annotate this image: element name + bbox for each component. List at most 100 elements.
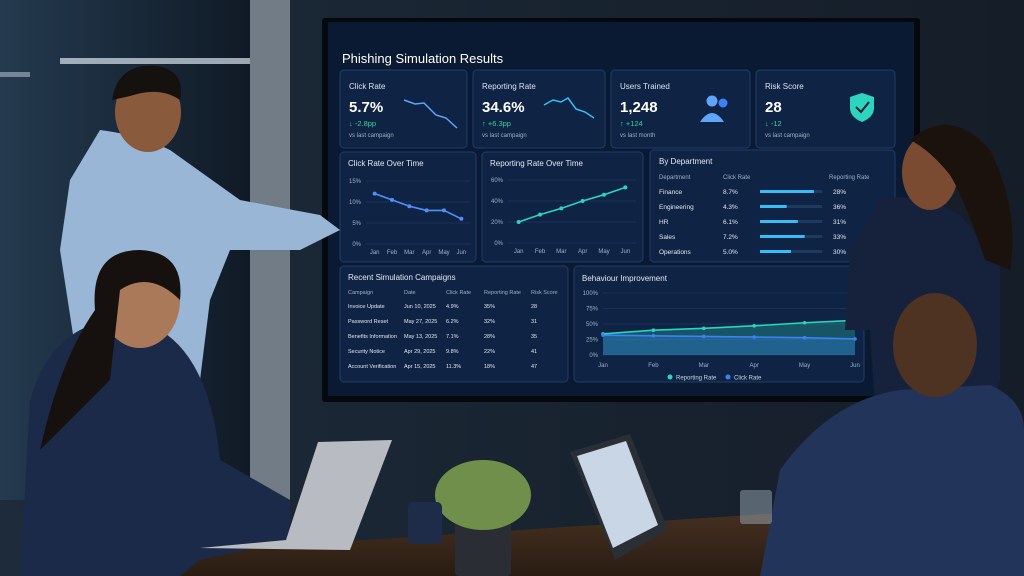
x-tick-label: Apr (578, 249, 587, 255)
x-tick-label: Apr (750, 363, 759, 369)
kpi-note: vs last campaign (349, 133, 394, 139)
x-tick-label: Feb (387, 250, 398, 256)
table-header: Date (404, 290, 416, 296)
line (602, 334, 856, 340)
x-tick-label: May (799, 363, 810, 369)
kpi-delta: ↓ -2.8pp (349, 119, 376, 128)
plant (435, 460, 531, 530)
users-icon (700, 113, 724, 122)
table-cell: 7.1% (446, 334, 459, 340)
table-cell: 6.1% (723, 219, 738, 226)
kpi-delta: ↑ +124 (620, 119, 643, 128)
kpi-value: 5.7% (349, 99, 383, 116)
point (802, 320, 807, 325)
point (702, 334, 706, 339)
table-header: Click Rate (446, 290, 471, 296)
panel (610, 69, 751, 149)
point (802, 335, 807, 340)
y-tick-label: 0% (589, 353, 598, 359)
ceiling-light (60, 58, 250, 64)
table-cell: 22% (484, 349, 495, 355)
laptop-left (200, 440, 392, 550)
x-tick-label: Jun (620, 249, 630, 255)
point (853, 337, 857, 341)
table-cell: 9.8% (446, 349, 459, 355)
table-cell: 28% (833, 189, 846, 196)
kpi-label: Reporting Rate (482, 82, 536, 91)
point (390, 197, 394, 202)
glass (740, 490, 772, 524)
y-tick-label: 60% (491, 178, 504, 184)
table-cell: 28% (484, 334, 495, 340)
panel-title: Behaviour Improvement (582, 274, 668, 283)
chart-title: Click Rate Over Time (348, 159, 424, 168)
kpi-label: Users Trained (620, 82, 670, 91)
man-hair (112, 65, 182, 100)
table-cell: 30% (833, 249, 846, 256)
point (442, 208, 446, 213)
point (580, 199, 585, 203)
x-tick-label: Mar (404, 250, 414, 256)
x-tick-label: Apr (422, 250, 431, 256)
table-cell: May 13, 2025 (404, 334, 437, 340)
table-cell: Finance (659, 189, 683, 196)
shield-check (855, 101, 870, 114)
x-tick-label: Mar (556, 249, 566, 255)
table-cell: 47 (531, 364, 537, 370)
point (651, 333, 656, 338)
bar (760, 220, 798, 223)
table-cell: Jun 10, 2025 (404, 304, 436, 310)
table-cell: 28 (531, 304, 537, 310)
panel (339, 69, 468, 149)
sparkline (403, 99, 458, 129)
kpi-value: 1,248 (620, 99, 658, 116)
point (602, 192, 606, 197)
table-cell: Engineering (659, 204, 694, 211)
x-tick-label: Jun (456, 250, 466, 256)
y-tick-label: 0% (494, 241, 503, 247)
table-cell: 31% (833, 219, 846, 226)
point (601, 333, 605, 337)
line (518, 186, 626, 223)
laptop-right-screen (577, 441, 658, 548)
table-cell: 4.9% (446, 304, 459, 310)
point (538, 212, 542, 217)
table-header: Reporting Rate (484, 290, 521, 296)
kpi-value: 28 (765, 99, 782, 116)
bar (760, 205, 787, 208)
plant-pot (455, 520, 511, 576)
kpi-label: Click Rate (349, 82, 386, 91)
line (602, 319, 856, 335)
table-cell: 6.2% (446, 319, 459, 325)
kpi-delta: ↓ -12 (765, 119, 782, 128)
y-tick-label: 75% (586, 307, 599, 313)
table-cell: HR (659, 219, 669, 226)
table-cell: May 27, 2025 (404, 319, 437, 325)
table-cell: 5.0% (723, 249, 738, 256)
y-tick-label: 50% (586, 322, 599, 328)
point (407, 204, 412, 209)
x-tick-label: May (598, 249, 609, 255)
users-icon (718, 98, 728, 108)
area (603, 320, 855, 355)
legend-label: Click Rate (734, 376, 762, 382)
x-tick-label: Feb (648, 363, 659, 369)
x-tick-label: Jan (370, 250, 380, 256)
y-tick-label: 40% (491, 199, 504, 205)
table-cell: Password Reset (348, 319, 389, 325)
panel (755, 69, 896, 149)
table-header: Department (659, 175, 691, 181)
ceiling-light (0, 72, 30, 77)
table-cell: Sales (659, 234, 676, 241)
y-tick-label: 20% (491, 220, 504, 226)
table-header: Risk Score (531, 290, 558, 296)
kpi-note: vs last campaign (765, 133, 810, 139)
table-cell: 36% (833, 204, 846, 211)
point (516, 220, 521, 224)
point (752, 335, 756, 339)
table-cell: Invoice Update (348, 304, 385, 310)
legend-label: Reporting Rate (676, 376, 717, 382)
y-tick-label: 25% (586, 338, 599, 344)
